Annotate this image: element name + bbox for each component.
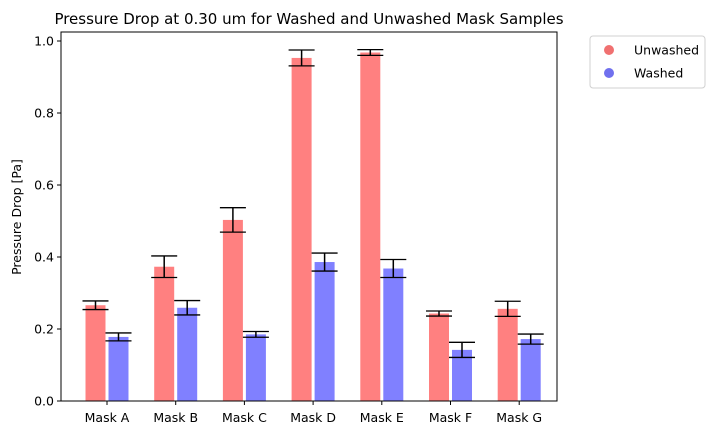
- bar-washed-5: [383, 268, 404, 401]
- bar-washed-6: [452, 349, 472, 401]
- bar-unwashed-1: [85, 305, 106, 401]
- y-tick-label: 1.0: [34, 34, 54, 49]
- legend-marker-unwashed: [604, 45, 614, 55]
- bar-unwashed-5: [360, 52, 381, 402]
- x-tick-label: Mask F: [429, 410, 472, 425]
- y-tick-label: 0.6: [34, 178, 54, 193]
- x-tick-label: Mask C: [222, 410, 267, 425]
- y-tick-label: 0.8: [34, 106, 54, 121]
- bar-washed-1: [108, 336, 129, 401]
- x-tick-label: Mask B: [153, 410, 198, 425]
- y-axis-label: Pressure Drop [Pa]: [9, 159, 24, 275]
- legend-marker-washed: [604, 68, 614, 78]
- y-axis: 0.0 0.2 0.4 0.6 0.8 1.0: [34, 34, 61, 409]
- bar-washed-3: [245, 334, 266, 401]
- bar-washed-2: [177, 307, 198, 401]
- bar-washed-4: [314, 262, 335, 401]
- y-tick-label: 0.2: [34, 322, 54, 337]
- bar-unwashed-2: [154, 266, 175, 401]
- y-tick-label: 0.0: [34, 394, 54, 409]
- bar-unwashed-4: [291, 57, 312, 402]
- legend-label-unwashed: Unwashed: [634, 43, 699, 58]
- x-axis: Mask A Mask B Mask C Mask D Mask E Mask F Mask…: [85, 401, 542, 425]
- plot-area: [82, 48, 544, 402]
- x-tick-label: Mask D: [290, 410, 336, 425]
- bar-unwashed-3: [222, 219, 243, 401]
- bar-washed-7: [520, 339, 541, 401]
- y-tick-label: 0.4: [34, 250, 54, 265]
- chart-title: Pressure Drop at 0.30 um for Washed and …: [54, 10, 563, 28]
- legend-label-washed: Washed: [634, 66, 683, 81]
- x-tick-label: Mask G: [496, 410, 542, 425]
- legend-box: [589, 35, 706, 89]
- legend: Unwashed Washed: [589, 35, 706, 89]
- plot-frame: [60, 31, 558, 402]
- bar-unwashed-7: [497, 308, 518, 401]
- x-tick-label: Mask A: [85, 410, 130, 425]
- bar-unwashed-6: [429, 313, 449, 401]
- x-tick-label: Mask E: [360, 410, 404, 425]
